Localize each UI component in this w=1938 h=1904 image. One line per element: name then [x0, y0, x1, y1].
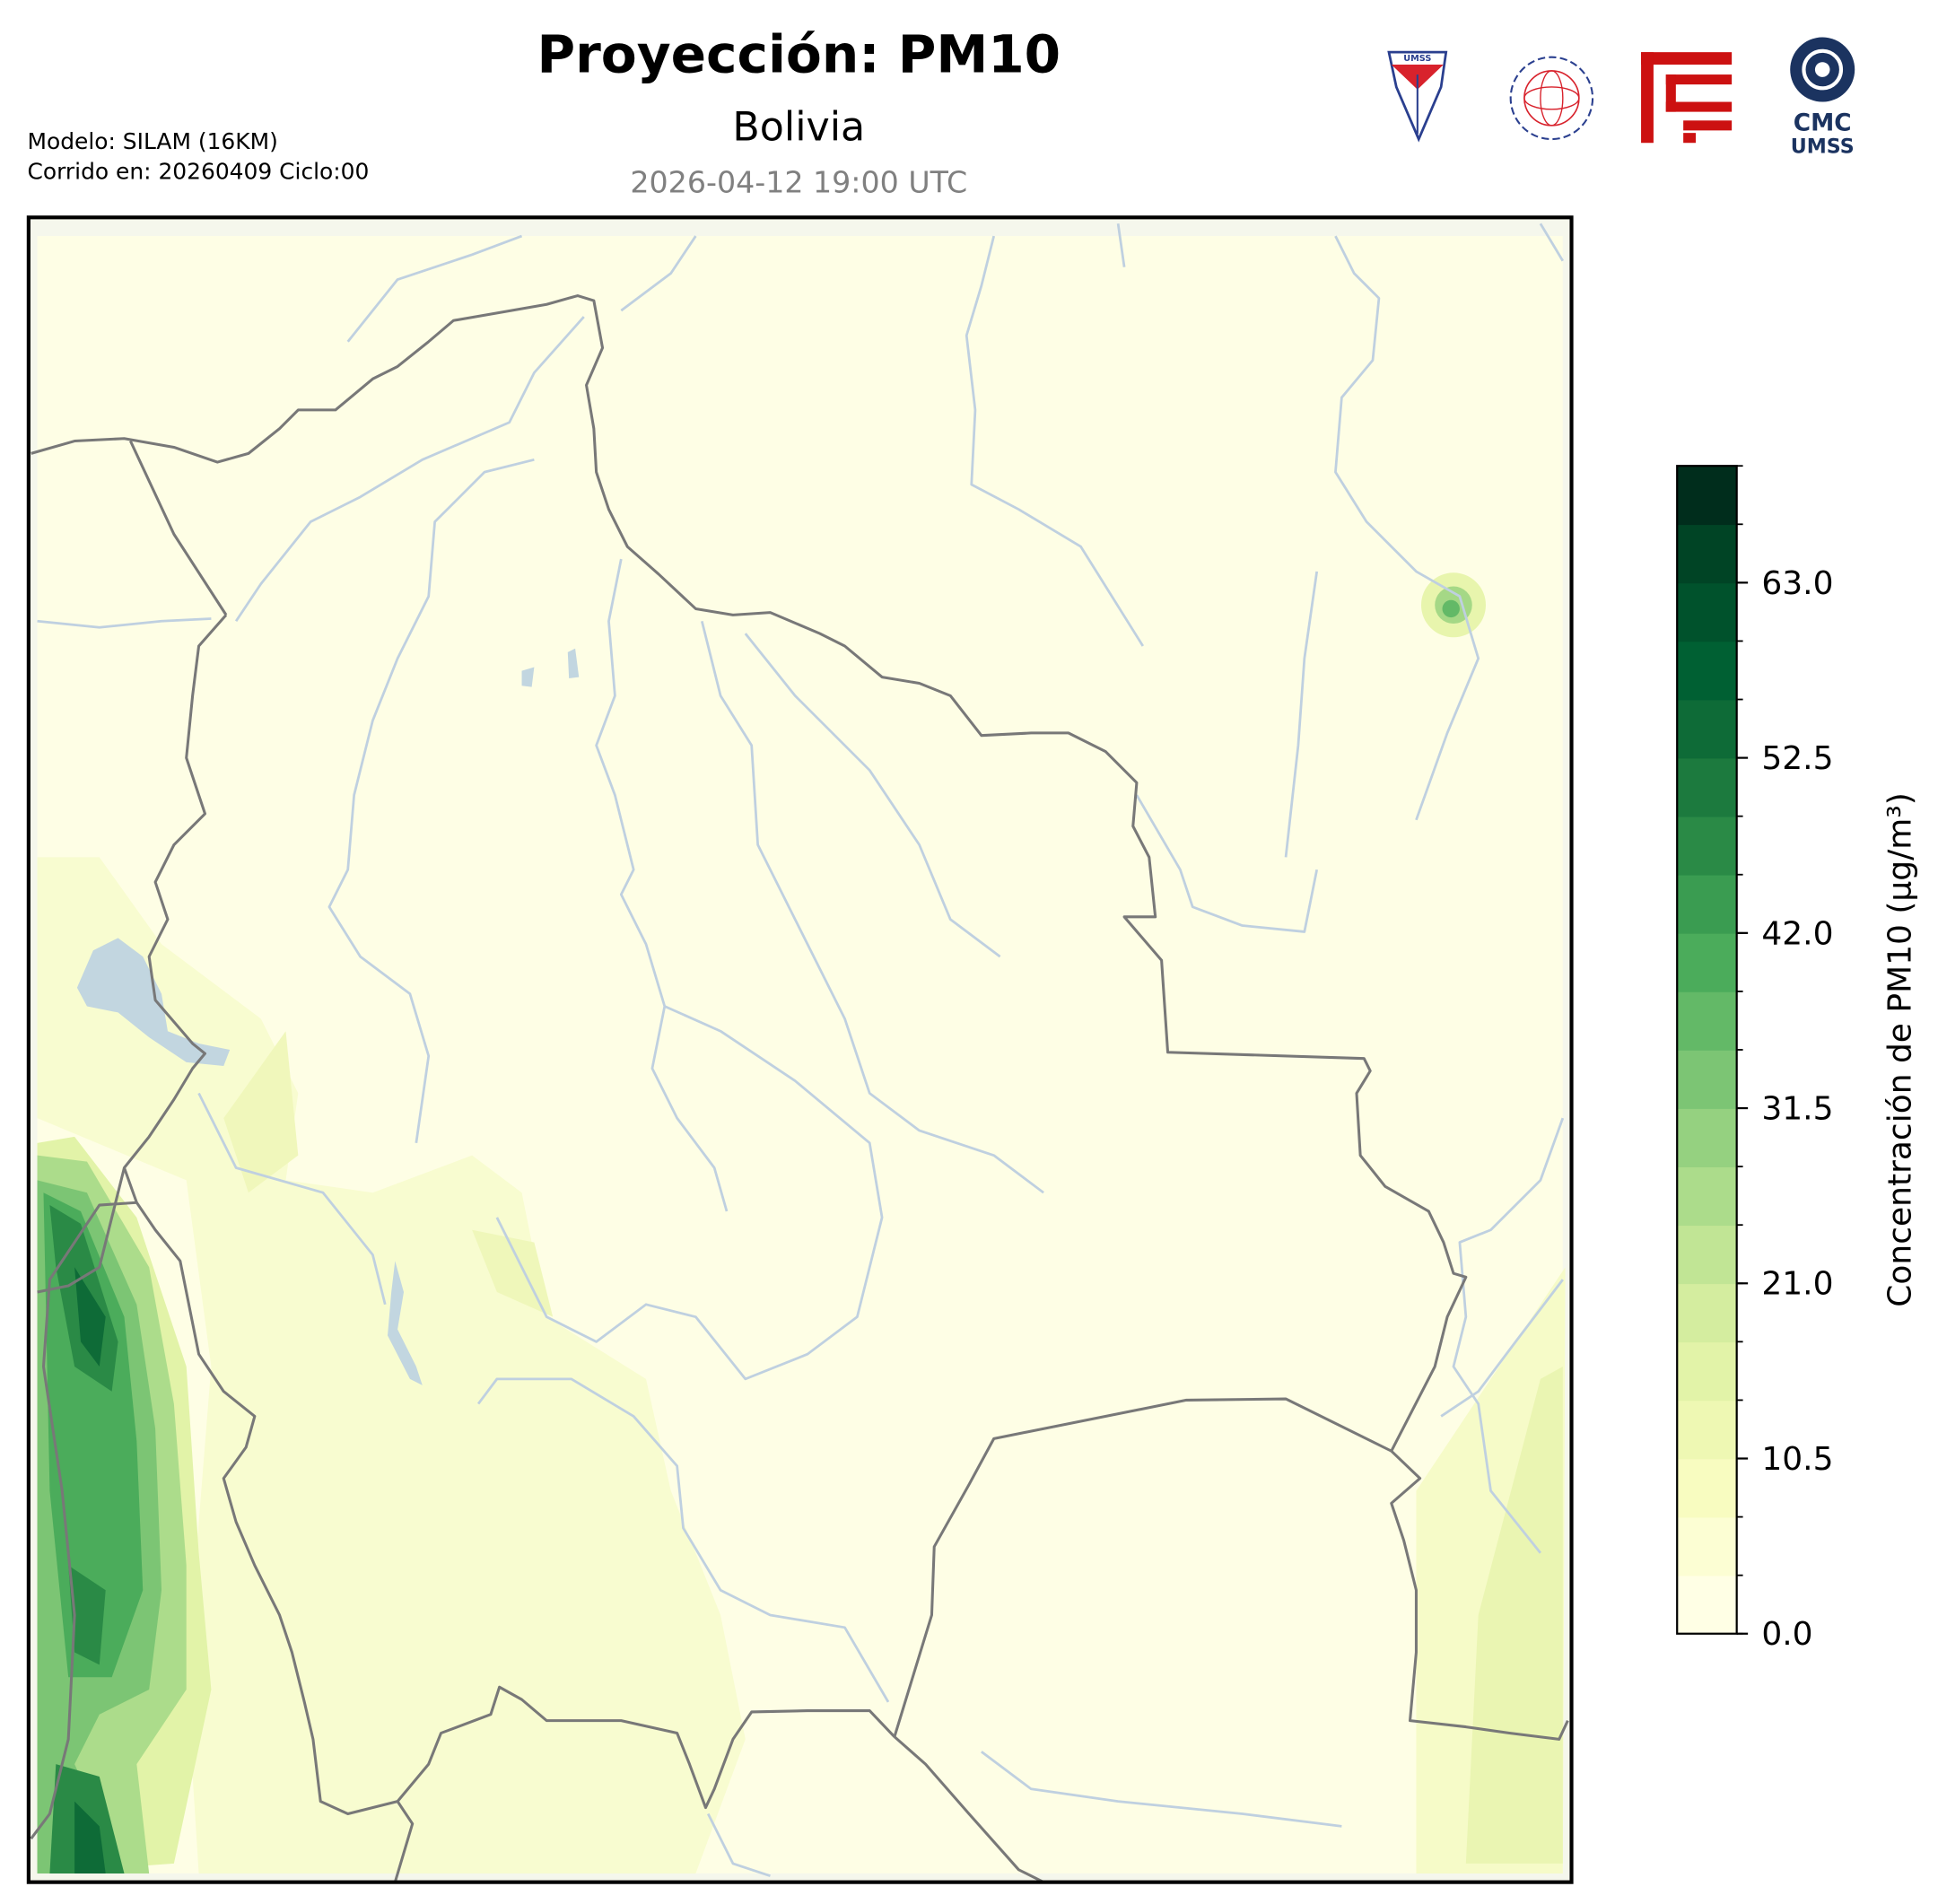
run-info: Corrido en: 20260409 Ciclo:00 — [27, 158, 369, 184]
tick-label: 31.5 — [1761, 1091, 1833, 1128]
colorbar-band — [1677, 641, 1737, 701]
tick-label: 10.5 — [1761, 1441, 1833, 1478]
tick-label: 52.5 — [1761, 740, 1833, 777]
tick-label: 42.0 — [1761, 915, 1833, 952]
timestamp: 2026-04-12 19:00 UTC — [630, 165, 967, 200]
logo-text: UMSS — [1403, 54, 1431, 64]
logo-text: UMSS — [1791, 135, 1855, 158]
map — [28, 217, 1572, 1882]
logo-cmc: CMC UMSS — [1790, 37, 1855, 158]
tick-label: 63.0 — [1761, 565, 1833, 602]
logo-text: CMC — [1794, 109, 1852, 136]
colorbar-band — [1677, 1400, 1737, 1460]
colorbar-band — [1677, 757, 1737, 817]
colorbar-band — [1677, 1283, 1737, 1343]
colorbar-label: Concentración de PM10 (µg/m³) — [1882, 792, 1919, 1306]
colorbar-band — [1677, 1516, 1737, 1576]
model-info: Modelo: SILAM (16KM) — [27, 128, 277, 154]
colorbar-band — [1677, 524, 1737, 584]
colorbar-band — [1677, 1049, 1737, 1109]
map-frame — [26, 215, 1574, 1884]
colorbar-band — [1677, 1166, 1737, 1227]
subtitle: Bolivia — [732, 104, 865, 150]
colorbar-band — [1677, 466, 1737, 526]
colorbar-band — [1677, 1341, 1737, 1402]
colorbar-band — [1677, 582, 1737, 642]
colorbar-band — [1677, 1108, 1737, 1167]
colorbar-band — [1677, 874, 1737, 934]
logo-building — [1641, 52, 1733, 144]
colorbar-band — [1677, 816, 1737, 876]
colorbar-band — [1677, 1575, 1737, 1635]
title: Proyección: PM10 — [537, 23, 1061, 84]
tick-label: 21.0 — [1761, 1266, 1833, 1303]
logo-fisica — [1509, 56, 1594, 141]
colorbar-band — [1677, 932, 1737, 992]
colorbar: 0.0 10.5 21.0 31.5 42.0 52.5 63.0 — [1676, 465, 1833, 1653]
colorbar-band — [1677, 991, 1737, 1051]
colorbar-band — [1677, 1225, 1737, 1285]
colorbar-band — [1677, 1458, 1737, 1518]
colorbar-band — [1677, 699, 1737, 759]
tick-label: 0.0 — [1761, 1616, 1812, 1653]
logo-umss: UMSS — [1387, 50, 1448, 143]
